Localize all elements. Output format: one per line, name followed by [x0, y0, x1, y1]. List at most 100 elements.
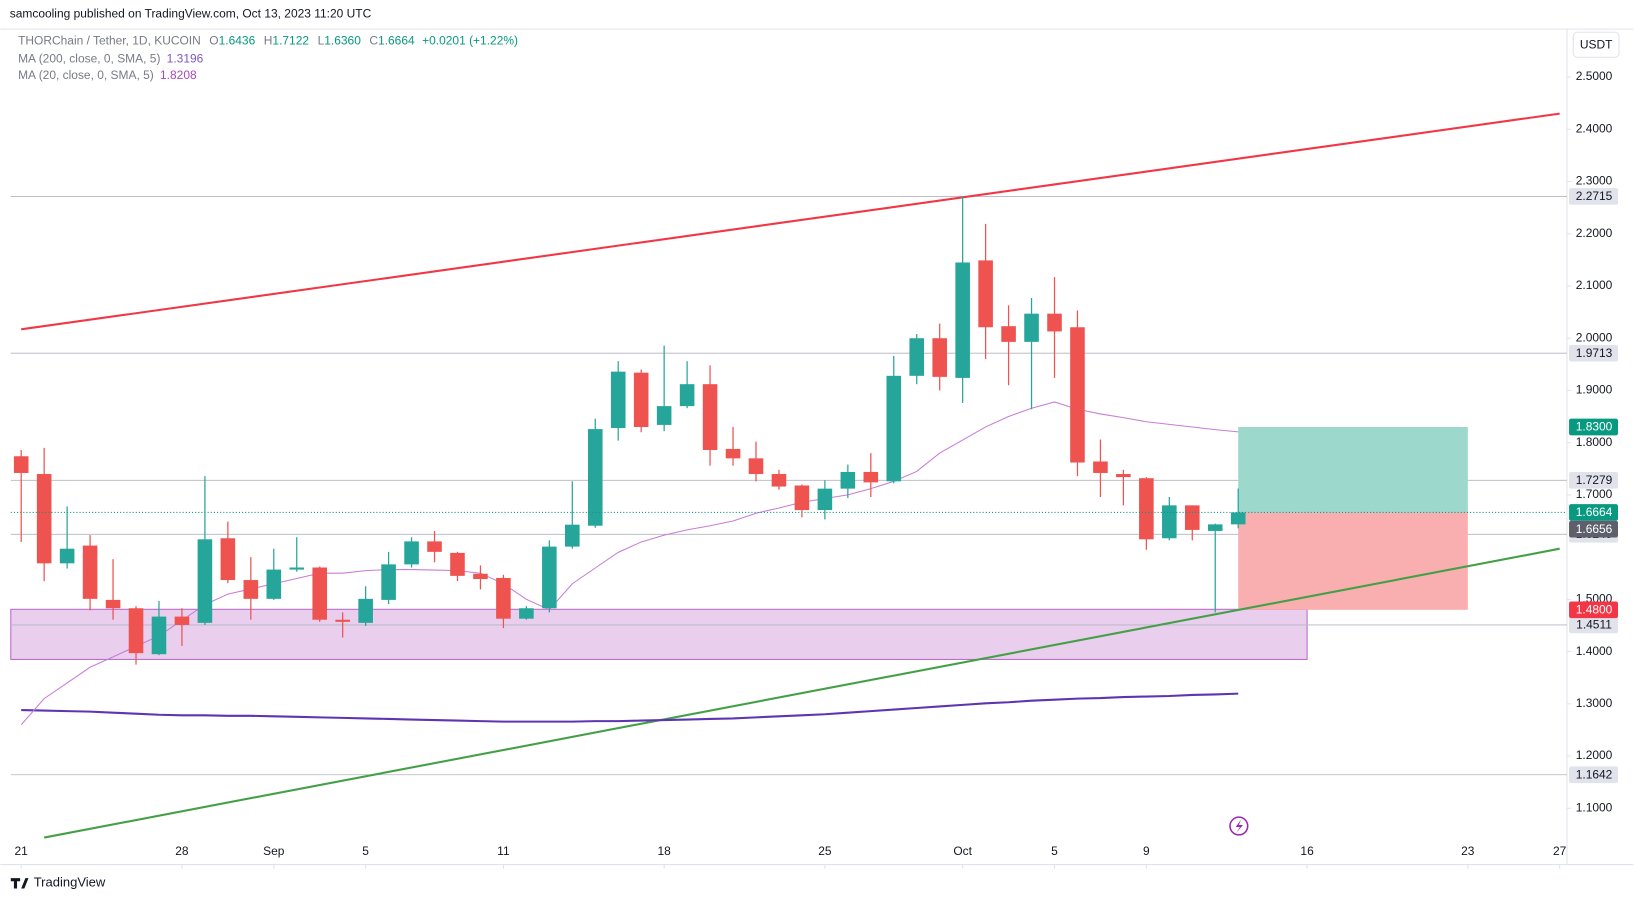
- trendline: [21, 112, 1560, 331]
- y-tick-label: 1.2000: [1576, 748, 1613, 762]
- candle-body: [82, 545, 98, 599]
- y-tick-label: 2.3000: [1576, 174, 1613, 188]
- level-label-box: [1569, 766, 1619, 784]
- candle-body: [427, 541, 442, 552]
- candle-body: [633, 372, 649, 428]
- candle-body: [174, 616, 190, 625]
- level-label: 2.2715: [1576, 189, 1613, 203]
- candle-body: [587, 429, 603, 526]
- level-label: 1.1642: [1576, 767, 1613, 781]
- ohlc-key: H: [264, 34, 273, 48]
- candle-body: [863, 471, 879, 483]
- candle-body: [1116, 474, 1131, 478]
- stop-label: 1.4800: [1576, 602, 1613, 616]
- countdown-label-box: [1569, 520, 1619, 538]
- candle-body: [105, 599, 121, 609]
- last-price-label: 1.6664: [1576, 505, 1613, 519]
- candle-body: [128, 608, 144, 654]
- y-tick-label: 1.8000: [1576, 435, 1613, 449]
- candle-body: [679, 384, 695, 407]
- candle-body: [955, 262, 970, 378]
- candle-body: [794, 485, 810, 511]
- x-tick-label: 28: [175, 844, 189, 858]
- ma-value: 1.3196: [167, 52, 204, 66]
- x-tick-label: Oct: [953, 844, 972, 858]
- candle-body: [1024, 313, 1039, 342]
- last-price-label-box: [1569, 504, 1619, 521]
- ohlc-key: L: [318, 34, 325, 48]
- plot: [10, 112, 1567, 839]
- y-tick-label: 1.4000: [1576, 644, 1613, 658]
- candle-body: [1070, 327, 1085, 463]
- currency-button[interactable]: [1572, 31, 1620, 58]
- candle-body: [748, 458, 764, 475]
- candle-body: [771, 474, 787, 487]
- footer-logo[interactable]: TradingView: [34, 875, 106, 890]
- level-label-box: [1569, 344, 1619, 362]
- ma-name: MA (200, close, 0, SMA, 5): [18, 52, 160, 66]
- x-tick-label: 9: [1143, 844, 1150, 858]
- x-tick-label: 5: [1051, 844, 1058, 858]
- x-tick-label: Sep: [263, 844, 285, 858]
- candle-body: [978, 260, 993, 328]
- stop-label-box: [1569, 601, 1619, 619]
- level-label-box: [1569, 472, 1619, 489]
- y-tick-label: 2.2000: [1576, 226, 1613, 240]
- support-zone: [10, 608, 1308, 660]
- x-tick-label: 27: [1553, 844, 1567, 858]
- candle-body: [1093, 461, 1108, 473]
- candle-body: [1139, 478, 1154, 540]
- level-label-box: [1569, 616, 1619, 634]
- moving-average: [21, 692, 1239, 723]
- x-tick-label: 11: [497, 844, 510, 858]
- candle-body: [450, 552, 465, 576]
- candle-body: [358, 598, 373, 623]
- tradingview-logo[interactable]: [10, 878, 29, 889]
- moving-average: [20, 401, 1239, 726]
- candle-body: [886, 375, 902, 482]
- candle-body: [1230, 512, 1246, 525]
- candle-body: [220, 538, 236, 581]
- candle-body: [13, 456, 29, 473]
- y-tick-label: 1.1000: [1576, 800, 1613, 814]
- x-tick-label: 21: [15, 844, 29, 858]
- candle-body: [519, 608, 534, 619]
- candle-body: [243, 580, 259, 599]
- published-note: samcooling published on TradingView.com,…: [10, 7, 372, 21]
- candle-body: [565, 524, 580, 547]
- candle-body: [404, 541, 419, 565]
- ohlc-key: C: [369, 34, 378, 48]
- y-tick-label: 1.7000: [1576, 487, 1613, 501]
- target-label-box: [1569, 418, 1619, 436]
- currency-label[interactable]: USDT: [1580, 37, 1613, 51]
- y-tick-label: 1.3000: [1576, 696, 1613, 710]
- candle-body: [610, 371, 626, 429]
- symbol: THORChain / Tether, 1D, KUCOIN: [18, 34, 201, 48]
- candle-body: [1184, 505, 1200, 530]
- x-tick-label: 18: [657, 844, 671, 858]
- legend-ma: MA (200, close, 0, SMA, 5) 1.3196: [18, 52, 204, 66]
- candle-body: [1047, 313, 1062, 332]
- ma-value: 1.8208: [160, 68, 197, 82]
- candle-body: [702, 384, 718, 450]
- candle-body: [496, 577, 511, 619]
- x-tick-label: 23: [1461, 844, 1475, 858]
- loss-area: [1238, 512, 1468, 610]
- candle-body: [59, 548, 75, 564]
- target-label: 1.8300: [1576, 420, 1613, 434]
- ohlc-value: 1.6360: [324, 34, 361, 48]
- candle-body: [473, 573, 488, 579]
- candle-body: [151, 616, 167, 655]
- alert-icon[interactable]: [1229, 816, 1249, 836]
- y-tick-label: 2.0000: [1576, 330, 1613, 344]
- candle-body: [1207, 524, 1223, 531]
- x-tick-label: 25: [818, 844, 832, 858]
- ma-name: MA (20, close, 0, SMA, 5): [18, 68, 154, 82]
- candle-body: [1162, 505, 1177, 539]
- y-tick-label: 2.4000: [1576, 121, 1613, 135]
- candle-body: [817, 488, 833, 511]
- y-tick-label: 2.1000: [1576, 278, 1613, 292]
- level-label: 1.7279: [1576, 473, 1613, 487]
